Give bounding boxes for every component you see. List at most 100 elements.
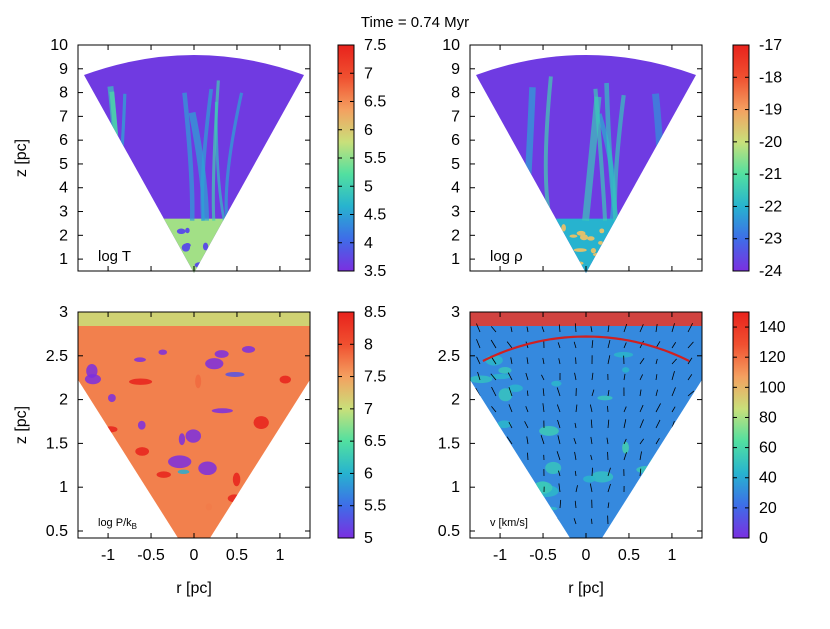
velocity-arrow — [573, 518, 577, 525]
cloud-blob — [547, 246, 557, 251]
x-tick-label: 0 — [190, 547, 199, 564]
velocity-arrow — [590, 454, 593, 461]
velocity-arrow — [607, 405, 609, 413]
velocity-arrow — [474, 485, 481, 493]
x-tick-label: -0.5 — [137, 547, 165, 564]
cloud-blob — [103, 426, 118, 433]
colorbar-tick-label: 20 — [759, 500, 777, 517]
velocity-arrow — [607, 419, 610, 429]
velocity-arrow — [493, 469, 497, 477]
plume — [593, 88, 608, 221]
y-tick-label: 1.5 — [46, 435, 68, 452]
velocity-arrow — [687, 341, 694, 349]
cloud-blob — [634, 239, 641, 244]
cloud-blob — [205, 503, 213, 511]
cloud-blob — [551, 380, 562, 387]
velocity-arrow — [474, 518, 481, 525]
cloud-blob — [564, 261, 576, 270]
velocity-arrow — [655, 389, 658, 397]
velocity-arrow — [508, 421, 513, 429]
colorbar-tick-label: 7.5 — [364, 37, 386, 54]
cloud-blob — [155, 260, 162, 264]
cloud-blob — [498, 388, 513, 402]
cloud-blob — [177, 469, 190, 474]
panel-label: log P/kB — [98, 517, 137, 531]
y-tick-label: 0.5 — [46, 523, 68, 540]
cloud-blob — [162, 244, 168, 250]
y-axis-label: z [pc] — [13, 139, 30, 177]
cloud-blob — [575, 261, 584, 265]
velocity-arrow — [607, 339, 611, 349]
velocity-arrow — [655, 499, 658, 509]
cloud-blob — [552, 239, 561, 244]
velocity-arrow — [490, 326, 497, 333]
colorbar-tick-label: 7.5 — [364, 369, 386, 386]
colorbar-tick-label: 7 — [364, 401, 373, 418]
velocity-arrow — [508, 404, 513, 413]
velocity-arrow — [574, 422, 577, 429]
cloud-blob — [185, 429, 202, 443]
velocity-arrow — [671, 437, 678, 445]
colorbar-tick-label: 80 — [759, 409, 777, 426]
y-tick-label: 6 — [451, 132, 460, 149]
colorbar-tick-label: 6 — [364, 122, 373, 139]
velocity-arrow — [510, 326, 513, 333]
x-tick-label: 1 — [667, 547, 676, 564]
cloud-blob — [545, 461, 562, 474]
panel-top-right: 1 2 3 4 5 6 7 8 9 10 log ρ -24 -23 -22 -21 -20 -19 -18 -17 — [442, 37, 782, 280]
velocity-arrow — [623, 501, 628, 509]
velocity-arrow — [526, 501, 529, 509]
velocity-arrow — [491, 386, 497, 397]
velocity-arrow — [492, 438, 497, 445]
cloud-blob — [534, 506, 558, 511]
cloud-blob — [497, 420, 512, 429]
cloud-blob — [222, 228, 230, 237]
velocity-arrow — [475, 435, 481, 445]
velocity-arrow — [655, 470, 658, 477]
cloud-blob — [590, 248, 597, 254]
velocity-arrow — [476, 356, 481, 365]
velocity-arrow — [591, 467, 593, 477]
cloud-blob — [498, 366, 512, 374]
velocity-arrow — [607, 483, 611, 493]
velocity-arrow — [477, 371, 481, 381]
colorbar-tick-label: -18 — [759, 69, 782, 86]
cloud-blob — [680, 500, 691, 507]
colorbar-tick-label: 5 — [364, 530, 373, 547]
x-tick-label: -0.5 — [529, 547, 557, 564]
velocity-arrow — [526, 357, 529, 365]
y-tick-label: 2.5 — [438, 348, 460, 365]
x-tick-label: -1 — [493, 547, 507, 564]
y-tick-label: 7 — [59, 108, 68, 125]
velocity-arrow — [655, 453, 661, 461]
velocity-arrow — [590, 419, 593, 429]
y-tick-label: 5 — [59, 156, 68, 173]
cloud-blob — [651, 509, 665, 519]
velocity-arrow — [541, 326, 545, 333]
velocity-arrow — [526, 326, 529, 333]
velocity-arrow — [573, 437, 577, 445]
velocity-arrow — [525, 372, 529, 381]
cloud-blob — [123, 239, 134, 245]
colorbar-tick-label: 4 — [364, 235, 373, 252]
velocity-arrow — [558, 483, 561, 493]
velocity-arrow — [510, 357, 513, 365]
cloud-blob — [211, 408, 233, 414]
cloud-blob — [532, 252, 543, 262]
cloud-blob — [490, 373, 511, 380]
cloud-blob — [590, 471, 614, 483]
velocity-arrow — [476, 339, 481, 349]
colorbar-tick-label: -21 — [759, 166, 782, 183]
velocity-arrow — [639, 358, 645, 365]
cloud-blob — [598, 241, 603, 245]
y-tick-label: 0.5 — [438, 523, 460, 540]
y-tick-label: 1.5 — [438, 435, 460, 452]
field-top-right — [476, 55, 696, 273]
colorbar-tick-label: 5 — [364, 178, 373, 195]
cloud-blob — [156, 471, 171, 478]
colorbar — [732, 311, 750, 539]
panel-label-subscript: B — [132, 522, 137, 531]
velocity-arrow — [607, 502, 610, 509]
velocity-arrow — [574, 451, 577, 461]
